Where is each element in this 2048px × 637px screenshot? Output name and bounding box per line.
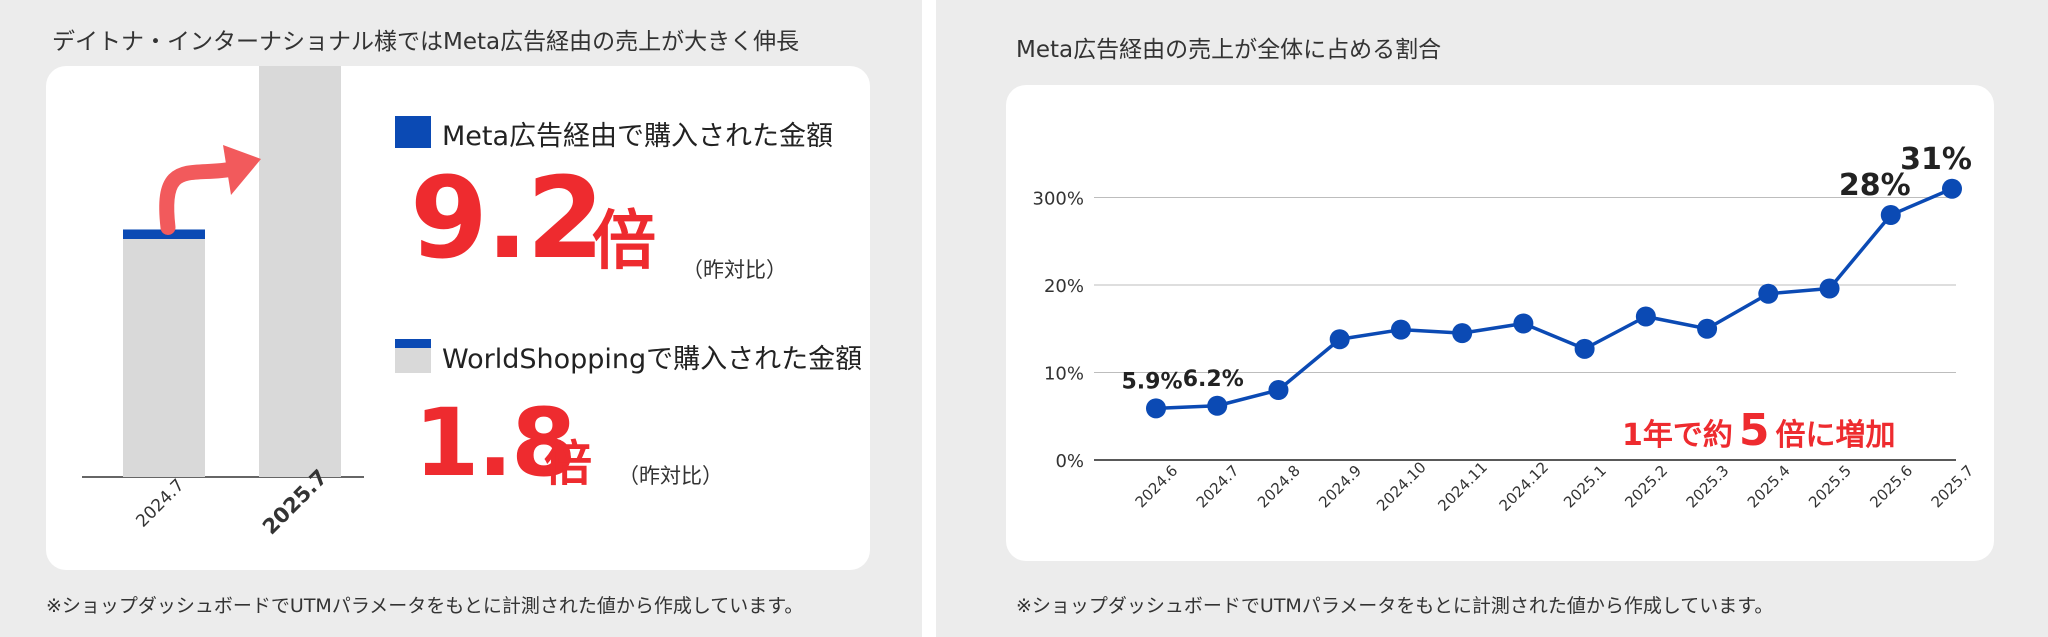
data-point: [1207, 395, 1228, 416]
point-value-label: 6.2%: [1183, 367, 1244, 392]
data-point: [1329, 329, 1350, 350]
x-tick-label: 2024.7: [1193, 462, 1243, 512]
legend-meta-swatch: [395, 116, 431, 148]
point-value-label: 5.9%: [1121, 369, 1182, 394]
point-value-label: 31%: [1900, 142, 1972, 177]
bar-meta-2024.7: [123, 229, 205, 239]
legend-ws-label: WorldShoppingで購入された金額: [442, 344, 863, 375]
legend-meta-label: Meta広告経由で購入された金額: [442, 121, 834, 152]
data-point: [1574, 338, 1595, 359]
data-point: [1819, 278, 1840, 299]
data-point: [1942, 178, 1962, 199]
y-tick-label: 20%: [1044, 276, 1084, 297]
x-tick-label: 2025.7: [1928, 462, 1978, 512]
x-tick-label: 2025.5: [1805, 462, 1855, 512]
meta-ratio-note: （昨対比）: [682, 258, 787, 282]
left-panel-title: デイトナ・インターナショナル様ではMeta広告経由の売上が大きく伸長: [52, 29, 800, 55]
data-point: [1513, 313, 1534, 334]
x-tick-label: 2025.6: [1866, 462, 1916, 512]
ws-ratio-note: （昨対比）: [618, 464, 723, 488]
y-tick-label: 10%: [1044, 364, 1084, 385]
line-chart: 0%10%20%300%2024.6 2024.7 2024.8 2024.9 2024…: [1033, 142, 1978, 515]
growth-arrow: [159, 145, 261, 235]
meta-ratio-value: 9.2: [410, 154, 604, 284]
x-tick-label: 2024.8: [1254, 462, 1304, 512]
x-tick-label: 2024.12: [1496, 458, 1553, 515]
point-value-label: 28%: [1839, 168, 1911, 203]
data-point: [1268, 380, 1289, 400]
legend-ws-swatch: [395, 339, 431, 373]
data-point: [1390, 319, 1411, 340]
stacked-bar-chart: 2024.7 2025.7: [82, 66, 364, 539]
y-tick-label: 300%: [1033, 189, 1084, 210]
growth-callout-part2: 倍に増加: [1775, 418, 1896, 453]
x-tick-label: 2024.10: [1373, 458, 1430, 515]
growth-callout-part1: 1年で約: [1622, 418, 1733, 453]
growth-callout: 1年で約 5 倍に増加: [1622, 405, 1896, 456]
bar-worldshopping-2024.7: [123, 239, 205, 477]
x-tick-label: 2025.2: [1621, 462, 1671, 512]
ws-ratio-unit: 倍: [544, 436, 593, 492]
data-point: [1146, 398, 1166, 419]
data-point: [1758, 283, 1779, 304]
right-chart-card: 0% 10% 20% 300% 2024.6 2024.7 2024.8 2024.9 2024…: [1006, 85, 1994, 561]
x-tick-label: 2024.11: [1434, 458, 1491, 515]
left-footnote: ※ショップダッシュボードでUTMパラメータをもとに計測された値から作成しています…: [46, 595, 804, 617]
x-tick-label: 2025.4: [1744, 462, 1794, 512]
x-tick-label: 2025.1: [1560, 462, 1610, 512]
data-point: [1635, 306, 1656, 327]
right-panel-title: Meta広告経由の売上が全体に占める割合: [1016, 37, 1442, 63]
growth-callout-number: 5: [1738, 405, 1770, 456]
data-point: [1880, 205, 1901, 225]
meta-ratio-unit: 倍: [592, 205, 656, 279]
right-panel: Meta広告経由の売上が全体に占める割合 0% 10% 20% 300% 2024.6 2…: [936, 0, 2048, 637]
growth-arrow-shaft: [159, 161, 241, 235]
left-panel: デイトナ・インターナショナル様ではMeta広告経由の売上が大きく伸長 2024.…: [0, 0, 922, 637]
bar-worldshopping-2025.7: [259, 66, 341, 477]
data-point: [1452, 323, 1473, 344]
series-line: [1155, 187, 1953, 411]
x-tick-label: 2024.6: [1132, 462, 1182, 512]
left-chart-card: 2024.7 2025.7 Meta広告経由で購入された金額 9.2 倍 （昨対比…: [46, 66, 870, 570]
data-point: [1697, 318, 1718, 339]
growth-arrow-head: [223, 145, 261, 195]
x-tick-label: 2024.9: [1315, 462, 1365, 512]
x-tick-label: 2025.3: [1683, 462, 1733, 512]
right-footnote: ※ショップダッシュボードでUTMパラメータをもとに計測された値から作成しています…: [1016, 595, 1774, 617]
ws-ratio-value: 1.8: [414, 389, 577, 498]
bar-tick-label: 2024.7: [132, 475, 188, 531]
y-tick-label: 0%: [1055, 451, 1084, 472]
